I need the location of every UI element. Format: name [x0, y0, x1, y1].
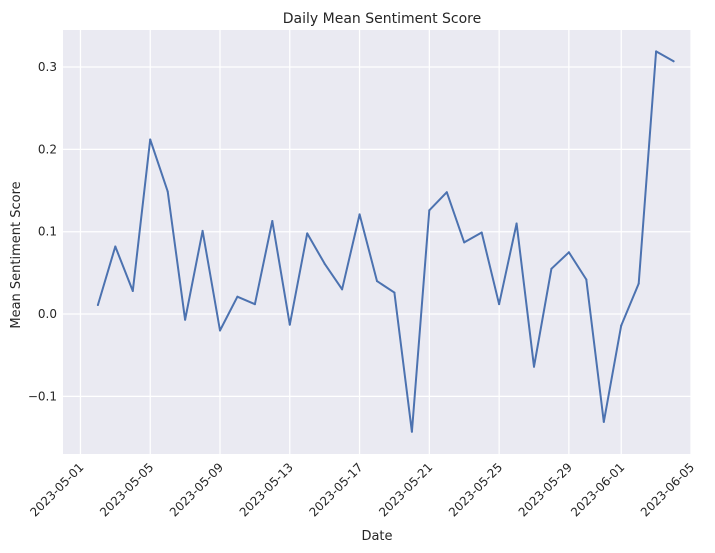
- data-point: [550, 267, 553, 270]
- data-point: [96, 303, 99, 306]
- data-point: [271, 220, 274, 223]
- series-layer: [96, 50, 675, 433]
- data-point: [306, 232, 309, 235]
- x-tick-label: 2023-06-05: [638, 460, 697, 519]
- data-point: [637, 282, 640, 285]
- data-point: [201, 229, 204, 232]
- data-point: [498, 303, 501, 306]
- data-point: [620, 324, 623, 327]
- data-point: [253, 303, 256, 306]
- y-tick-label: 0.3: [38, 60, 57, 74]
- data-point: [358, 213, 361, 216]
- chart-title: Daily Mean Sentiment Score: [283, 11, 482, 27]
- data-point: [655, 50, 658, 53]
- data-point: [341, 288, 344, 291]
- data-point: [131, 289, 134, 292]
- data-point: [463, 241, 466, 244]
- y-tick-labels: −0.1 0.0 0.1 0.2 0.3: [28, 60, 57, 403]
- data-point: [445, 191, 448, 194]
- data-point: [149, 138, 152, 141]
- x-tick-label: 2023-05-13: [237, 460, 296, 519]
- data-point: [480, 231, 483, 234]
- data-point: [533, 365, 535, 368]
- data-point: [515, 222, 518, 225]
- data-point: [376, 280, 378, 283]
- data-point: [585, 278, 588, 281]
- gridlines: [63, 30, 692, 454]
- x-tick-label: 2023-05-09: [167, 460, 226, 519]
- data-point: [410, 430, 413, 433]
- data-point: [236, 295, 239, 298]
- y-tick-label: 0.2: [38, 142, 57, 156]
- x-tick-labels: 2023-05-01 2023-05-05 2023-05-09 2023-05-13…: [27, 460, 697, 519]
- x-tick-label: 2023-05-01: [27, 460, 86, 519]
- y-tick-label: −0.1: [28, 389, 57, 403]
- plot-area: [63, 30, 691, 454]
- data-point: [184, 318, 187, 321]
- data-point: [288, 323, 291, 326]
- data-point: [672, 60, 675, 63]
- x-tick-label: 2023-05-29: [516, 460, 575, 519]
- x-tick-label: 2023-05-17: [306, 460, 365, 519]
- x-axis-label: Date: [361, 529, 392, 544]
- y-axis-label: Mean Sentiment Score: [9, 181, 24, 328]
- y-tick-label: 0.1: [38, 225, 57, 239]
- y-tick-label: 0.0: [38, 307, 57, 321]
- data-point: [393, 291, 396, 294]
- data-point: [219, 329, 221, 332]
- x-tick-label: 2023-05-21: [376, 460, 435, 519]
- data-point: [428, 209, 431, 212]
- x-tick-label: 2023-05-25: [446, 460, 505, 519]
- data-point: [114, 245, 117, 248]
- data-point: [567, 251, 570, 254]
- x-tick-label: 2023-05-05: [97, 460, 156, 519]
- data-point: [166, 190, 169, 193]
- x-tick-label: 2023-06-01: [568, 460, 627, 519]
- data-point: [602, 420, 605, 423]
- data-point: [323, 262, 326, 265]
- series-line: [96, 50, 675, 433]
